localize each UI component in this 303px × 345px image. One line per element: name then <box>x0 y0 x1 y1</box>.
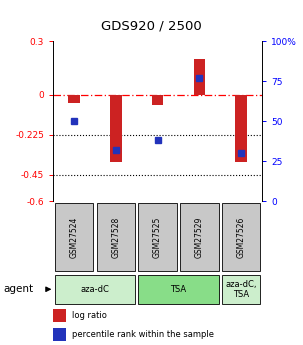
Text: aza-dC,
TSA: aza-dC, TSA <box>225 280 257 299</box>
Bar <box>180 204 218 271</box>
Bar <box>97 204 135 271</box>
Text: GSM27529: GSM27529 <box>195 217 204 258</box>
Text: percentile rank within the sample: percentile rank within the sample <box>72 331 214 339</box>
Text: TSA: TSA <box>170 285 187 294</box>
Text: aza-dC: aza-dC <box>80 285 109 294</box>
Bar <box>138 275 218 304</box>
Text: GDS920 / 2500: GDS920 / 2500 <box>101 20 202 33</box>
Text: GSM27526: GSM27526 <box>237 217 246 258</box>
Bar <box>152 95 163 105</box>
Text: agent: agent <box>3 284 33 294</box>
Bar <box>68 95 80 103</box>
Text: log ratio: log ratio <box>72 312 107 321</box>
Text: GSM27528: GSM27528 <box>111 217 120 258</box>
Bar <box>222 204 260 271</box>
Bar <box>55 275 135 304</box>
Bar <box>53 328 65 341</box>
Bar <box>222 275 260 304</box>
Text: GSM27524: GSM27524 <box>69 217 78 258</box>
Bar <box>194 59 205 95</box>
Bar <box>110 95 122 162</box>
Bar <box>138 204 177 271</box>
Bar <box>55 204 93 271</box>
Text: GSM27525: GSM27525 <box>153 217 162 258</box>
Bar <box>53 309 65 322</box>
Bar <box>235 95 247 162</box>
